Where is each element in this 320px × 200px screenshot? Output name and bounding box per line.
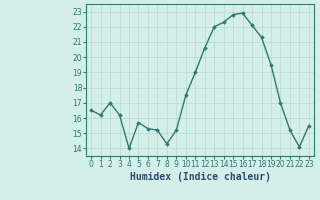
X-axis label: Humidex (Indice chaleur): Humidex (Indice chaleur) (130, 172, 270, 182)
